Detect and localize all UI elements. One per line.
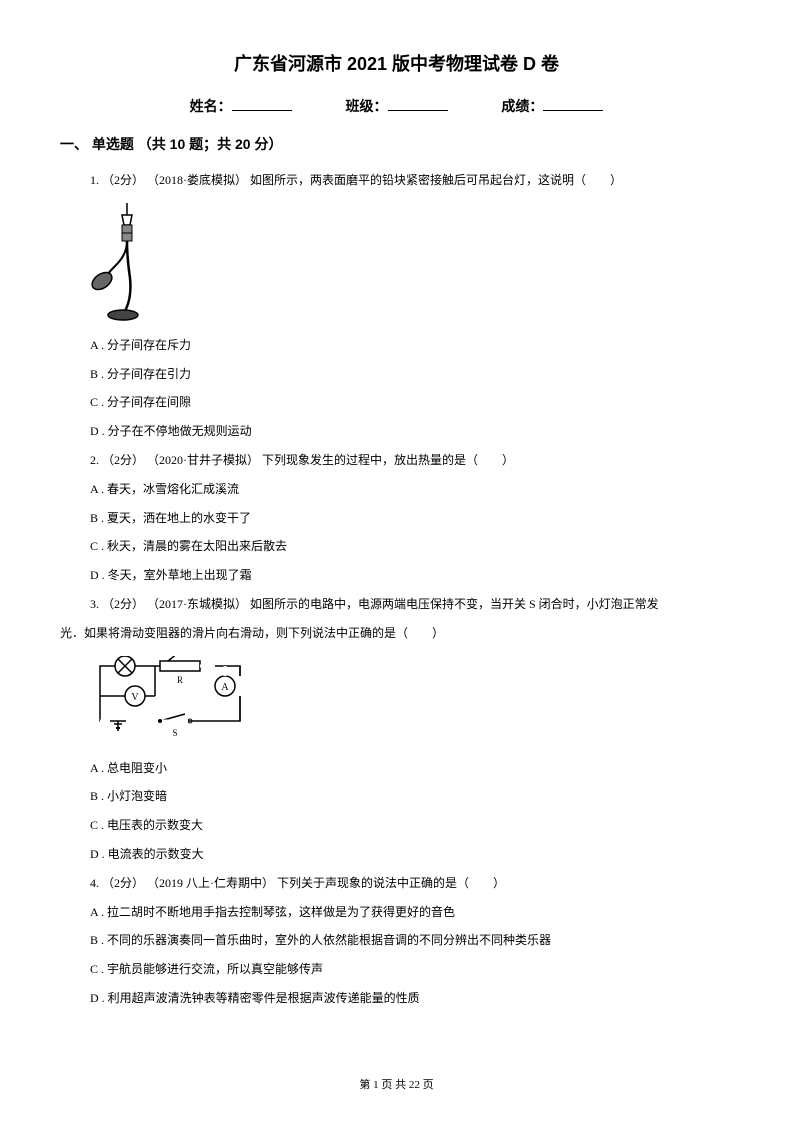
name-blank[interactable] (232, 110, 292, 111)
class-label: 班级： (346, 98, 388, 114)
q4-opt-a: A . 拉二胡时不断地用手指去控制琴弦，这样做是为了获得更好的音色 (90, 898, 733, 927)
q1-opt-d: D . 分子在不停地做无规则运动 (90, 417, 733, 446)
q2-opt-d: D . 冬天，室外草地上出现了霜 (90, 561, 733, 590)
q1-opt-c: C . 分子间存在间隙 (90, 388, 733, 417)
svg-text:A: A (221, 682, 229, 693)
class-blank[interactable] (388, 110, 448, 111)
svg-text:S: S (172, 728, 177, 738)
q2-stem: 2. （2分） （2020·甘井子模拟） 下列现象发生的过程中，放出热量的是（ … (90, 446, 733, 475)
exam-title: 广东省河源市 2021 版中考物理试卷 D 卷 (60, 50, 733, 76)
q3-opt-c: C . 电压表的示数变大 (90, 811, 733, 840)
q1-figure (90, 203, 165, 323)
info-row: 姓名： 班级： 成绩： (60, 96, 733, 116)
q1-stem: 1. （2分） （2018·娄底模拟） 如图所示，两表面磨平的铅块紧密接触后可吊… (90, 166, 733, 195)
page-footer: 第 1 页 共 22 页 (0, 1076, 793, 1092)
q3-opt-b: B . 小灯泡变暗 (90, 782, 733, 811)
name-label: 姓名： (190, 98, 232, 114)
q2-opt-b: B . 夏天，洒在地上的水变干了 (90, 504, 733, 533)
q4-opt-c: C . 宇航员能够进行交流，所以真空能够传声 (90, 955, 733, 984)
q3-opt-d: D . 电流表的示数变大 (90, 840, 733, 869)
score-blank[interactable] (543, 110, 603, 111)
q3-stem-cont: 光．如果将滑动变阻器的滑片向右滑动，则下列说法中正确的是（ ） (60, 619, 733, 648)
q3-opt-a: A . 总电阻变小 (90, 754, 733, 783)
q4-opt-d: D . 利用超声波清洗钟表等精密零件是根据声波传递能量的性质 (90, 984, 733, 1013)
q2-opt-c: C . 秋天，清晨的雾在太阳出来后散去 (90, 532, 733, 561)
q3-stem: 3. （2分） （2017·东城模拟） 如图所示的电路中，电源两端电压保持不变，… (90, 590, 733, 619)
section-header: 一、 单选题 （共 10 题；共 20 分） (60, 134, 733, 154)
q4-stem: 4. （2分） （2019 八上·仁寿期中） 下列关于声现象的说法中正确的是（ … (90, 869, 733, 898)
q4-opt-b: B . 不同的乐器演奏同一首乐曲时，室外的人依然能根据音调的不同分辨出不同种类乐… (90, 926, 733, 955)
score-label: 成绩： (501, 98, 543, 114)
q2-opt-a: A . 春天，冰雪熔化汇成溪流 (90, 475, 733, 504)
svg-text:R: R (177, 675, 183, 685)
q1-opt-b: B . 分子间存在引力 (90, 360, 733, 389)
svg-text:V: V (131, 692, 139, 703)
q1-opt-a: A . 分子间存在斥力 (90, 331, 733, 360)
q3-figure: L R A V S (90, 656, 250, 746)
